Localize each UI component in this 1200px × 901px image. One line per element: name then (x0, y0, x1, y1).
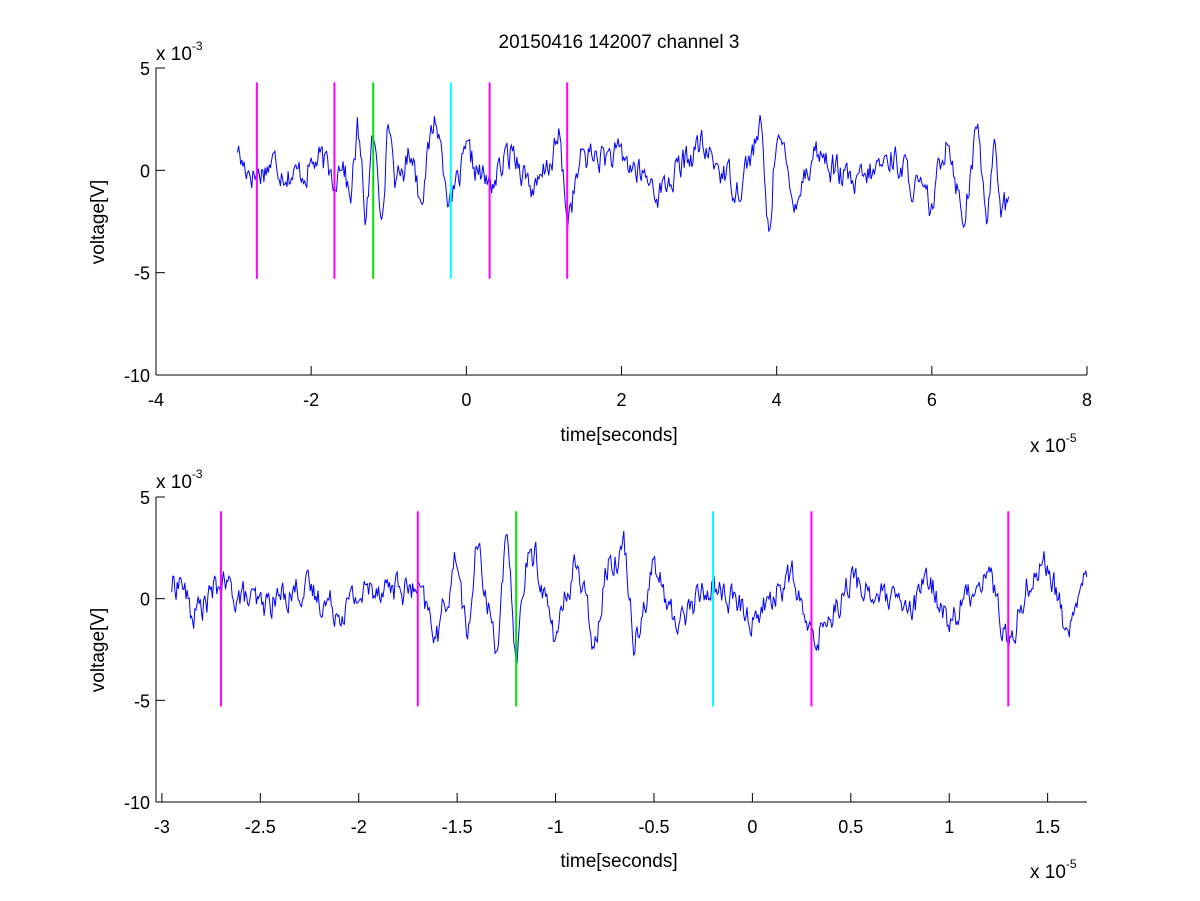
top-plot-x-tick-label: -2 (303, 390, 319, 410)
bottom-plot-x-axis-label: time[seconds] (560, 851, 677, 872)
top-plot-waveform-layer (237, 115, 1010, 233)
bottom-plot-marker-layer (219, 511, 1010, 707)
bottom-plot-y-tick-label: 5 (140, 488, 150, 508)
bottom-plot-y-multiplier-exp: -3 (192, 467, 203, 481)
top-plot-x-tick-label: 6 (927, 390, 937, 410)
top-plot: -4 -2 0 2 4 6 8 -10 -5 0 5 time[seconds] voltage[V… (88, 39, 1092, 457)
top-plot-y-axis-label: voltage[V] (88, 180, 109, 265)
bottom-plot-y-tick-label: -5 (134, 691, 150, 711)
top-plot-y-tick-label: 5 (140, 59, 150, 79)
top-plot-x-axis-label: time[seconds] (560, 425, 677, 446)
bottom-plot-y-multiplier-base: x 10 (156, 472, 192, 493)
top-plot-y-multiplier: x 10-3 (156, 39, 203, 65)
top-plot-y-tick-label: 0 (140, 161, 150, 181)
top-plot-y-tick-label: -5 (134, 264, 150, 284)
figure-title: 20150416 142007 channel 3 (499, 32, 740, 53)
bottom-plot-x-tick-label: -3 (154, 817, 170, 837)
top-plot-x-tick-label: 4 (772, 390, 782, 410)
bottom-plot-x-tick-label: 0 (747, 817, 757, 837)
top-plot-x-tick-label: 8 (1082, 390, 1092, 410)
bottom-plot-x-tick-label: -1 (548, 817, 564, 837)
bottom-plot-x-tick-label: -2 (351, 817, 367, 837)
top-plot-waveform-line (237, 115, 1010, 233)
bottom-plot-x-tick-label: 1 (944, 817, 954, 837)
top-plot-x-tick-label: -4 (148, 390, 164, 410)
bottom-plot-axes-layer: -3 -2.5 -2 -1.5 -1 -0.5 0 0.5 1 1.5 -10 -5 0 5 (124, 488, 1087, 837)
bottom-plot-x-multiplier-exp: -5 (1066, 857, 1077, 871)
bottom-plot-y-tick-label: 0 (140, 590, 150, 610)
top-plot-x-multiplier: x 10-5 (1030, 431, 1077, 457)
top-plot-x-multiplier-exp: -5 (1066, 431, 1077, 445)
top-plot-x-multiplier-base: x 10 (1030, 436, 1066, 457)
top-plot-x-tick-label: 0 (461, 390, 471, 410)
bottom-plot-y-multiplier: x 10-3 (156, 467, 203, 493)
bottom-plot-y-tick-label: -10 (124, 793, 150, 813)
bottom-plot-x-tick-label: -1.5 (442, 817, 473, 837)
top-plot-y-tick-label: -10 (124, 366, 150, 386)
bottom-plot-x-tick-label: 1.5 (1035, 817, 1060, 837)
top-plot-x-tick-label: 2 (616, 390, 626, 410)
bottom-plot: -3 -2.5 -2 -1.5 -1 -0.5 0 0.5 1 1.5 -10 -5 0 5 time[s… (88, 467, 1088, 883)
top-plot-marker-layer (255, 82, 569, 279)
bottom-plot-x-tick-label: -2.5 (245, 817, 276, 837)
top-plot-y-multiplier-exp: -3 (192, 39, 203, 53)
top-plot-axes-layer: -4 -2 0 2 4 6 8 -10 -5 0 5 (124, 59, 1092, 410)
bottom-plot-waveform-layer (171, 530, 1088, 664)
bottom-plot-waveform-line (171, 530, 1088, 664)
bottom-plot-x-multiplier: x 10-5 (1030, 857, 1077, 883)
bottom-plot-x-multiplier-base: x 10 (1030, 862, 1066, 883)
bottom-plot-x-tick-label: -0.5 (638, 817, 669, 837)
top-plot-y-multiplier-base: x 10 (156, 44, 192, 65)
bottom-plot-x-tick-label: 0.5 (838, 817, 863, 837)
bottom-plot-y-axis-label: voltage[V] (88, 608, 109, 693)
